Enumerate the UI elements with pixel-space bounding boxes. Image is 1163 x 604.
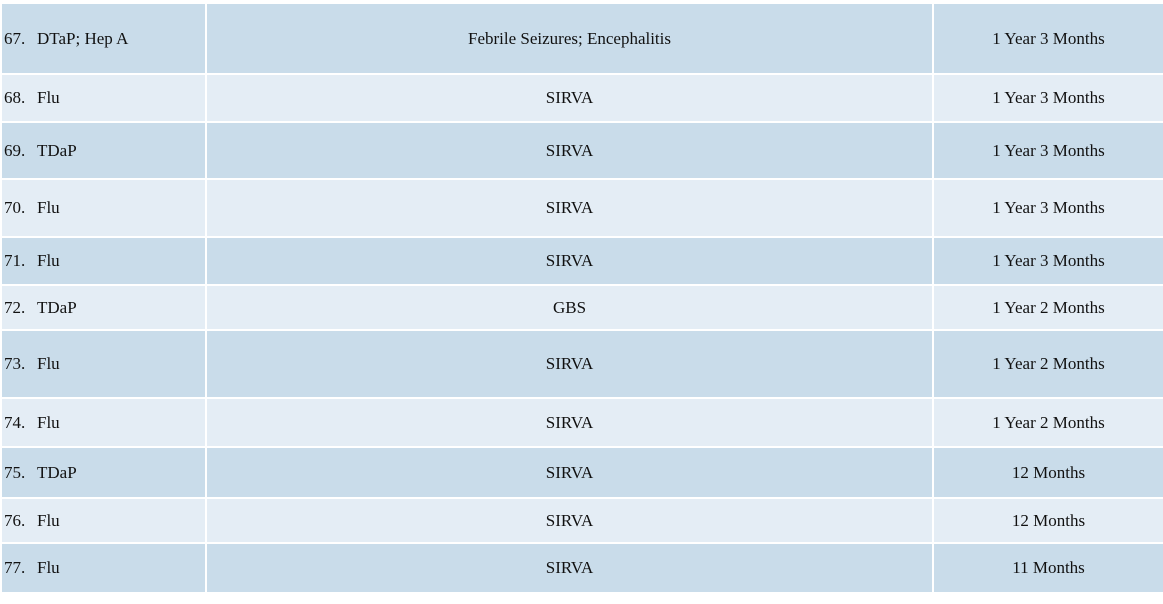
table-row: 74. Flu SIRVA 1 Year 2 Months bbox=[2, 399, 1163, 446]
time-cell: 1 Year 3 Months bbox=[934, 4, 1163, 73]
table-row: 77. Flu SIRVA 11 Months bbox=[2, 544, 1163, 592]
injury-cell: GBS bbox=[207, 286, 932, 329]
row-number: 76. bbox=[4, 510, 26, 530]
time-cell: 11 Months bbox=[934, 544, 1163, 592]
vaccine-cell: 77. Flu bbox=[2, 544, 205, 592]
time-cell: 12 Months bbox=[934, 499, 1163, 542]
table-row: 70. Flu SIRVA 1 Year 3 Months bbox=[2, 180, 1163, 236]
vaccine-cell: 70. Flu bbox=[2, 180, 205, 236]
time-cell: 1 Year 2 Months bbox=[934, 286, 1163, 329]
table-row: 75. TDaP SIRVA 12 Months bbox=[2, 448, 1163, 497]
vaccine-cell: 69. TDaP bbox=[2, 123, 205, 178]
injury-cell: SIRVA bbox=[207, 331, 932, 397]
vaccine-cell: 76. Flu bbox=[2, 499, 205, 542]
injury-cell: SIRVA bbox=[207, 399, 932, 446]
row-number: 71. bbox=[4, 251, 26, 270]
vaccine-cell: 75. TDaP bbox=[2, 448, 205, 497]
time-cell: 1 Year 3 Months bbox=[934, 238, 1163, 284]
vaccine-cell: 72. TDaP bbox=[2, 286, 205, 329]
vaccine-cell: 73. Flu bbox=[2, 331, 205, 397]
time-cell: 1 Year 3 Months bbox=[934, 75, 1163, 121]
table-row: 71. Flu SIRVA 1 Year 3 Months bbox=[2, 238, 1163, 284]
vaccine-name: Flu bbox=[37, 558, 60, 577]
table-row: 67. DTaP; Hep A Febrile Seizures; Encepha… bbox=[2, 4, 1163, 73]
injury-cell: Febrile Seizures; Encephalitis bbox=[207, 4, 932, 73]
row-number: 68. bbox=[4, 88, 26, 107]
vaccine-name: TDaP bbox=[37, 462, 77, 482]
vaccine-name: Flu bbox=[37, 251, 60, 270]
vaccine-name: TDaP bbox=[37, 297, 77, 317]
time-cell: 1 Year 3 Months bbox=[934, 123, 1163, 178]
row-number: 73. bbox=[4, 354, 26, 373]
vaccine-cell: 71. Flu bbox=[2, 238, 205, 284]
row-number: 74. bbox=[4, 412, 26, 432]
row-number: 75. bbox=[4, 462, 26, 482]
row-number: 69. bbox=[4, 140, 26, 160]
time-cell: 1 Year 2 Months bbox=[934, 331, 1163, 397]
table-row: 76. Flu SIRVA 12 Months bbox=[2, 499, 1163, 542]
time-cell: 1 Year 3 Months bbox=[934, 180, 1163, 236]
table-row: 72. TDaP GBS 1 Year 2 Months bbox=[2, 286, 1163, 329]
injury-cell: SIRVA bbox=[207, 123, 932, 178]
row-number: 72. bbox=[4, 297, 26, 317]
vaccine-cell: 74. Flu bbox=[2, 399, 205, 446]
vaccine-name: DTaP; Hep A bbox=[37, 28, 129, 48]
vaccine-name: Flu bbox=[37, 88, 60, 107]
injury-cell: SIRVA bbox=[207, 499, 932, 542]
row-number: 67. bbox=[4, 28, 26, 48]
injury-cell: SIRVA bbox=[207, 180, 932, 236]
row-number: 70. bbox=[4, 198, 26, 217]
vaccine-name: Flu bbox=[37, 198, 60, 217]
injury-cell: SIRVA bbox=[207, 75, 932, 121]
time-cell: 1 Year 2 Months bbox=[934, 399, 1163, 446]
table-row: 73. Flu SIRVA 1 Year 2 Months bbox=[2, 331, 1163, 397]
injury-cell: SIRVA bbox=[207, 238, 932, 284]
table-row: 69. TDaP SIRVA 1 Year 3 Months bbox=[2, 123, 1163, 178]
injury-cell: SIRVA bbox=[207, 544, 932, 592]
vaccine-name: Flu bbox=[37, 510, 60, 530]
row-number: 77. bbox=[4, 558, 26, 577]
vaccine-name: Flu bbox=[37, 354, 60, 373]
vaccine-name: Flu bbox=[37, 412, 60, 432]
vaccine-cell: 67. DTaP; Hep A bbox=[2, 4, 205, 73]
vaccine-name: TDaP bbox=[37, 140, 77, 160]
table-row: 68. Flu SIRVA 1 Year 3 Months bbox=[2, 75, 1163, 121]
injury-cell: SIRVA bbox=[207, 448, 932, 497]
time-cell: 12 Months bbox=[934, 448, 1163, 497]
vaccine-cell: 68. Flu bbox=[2, 75, 205, 121]
